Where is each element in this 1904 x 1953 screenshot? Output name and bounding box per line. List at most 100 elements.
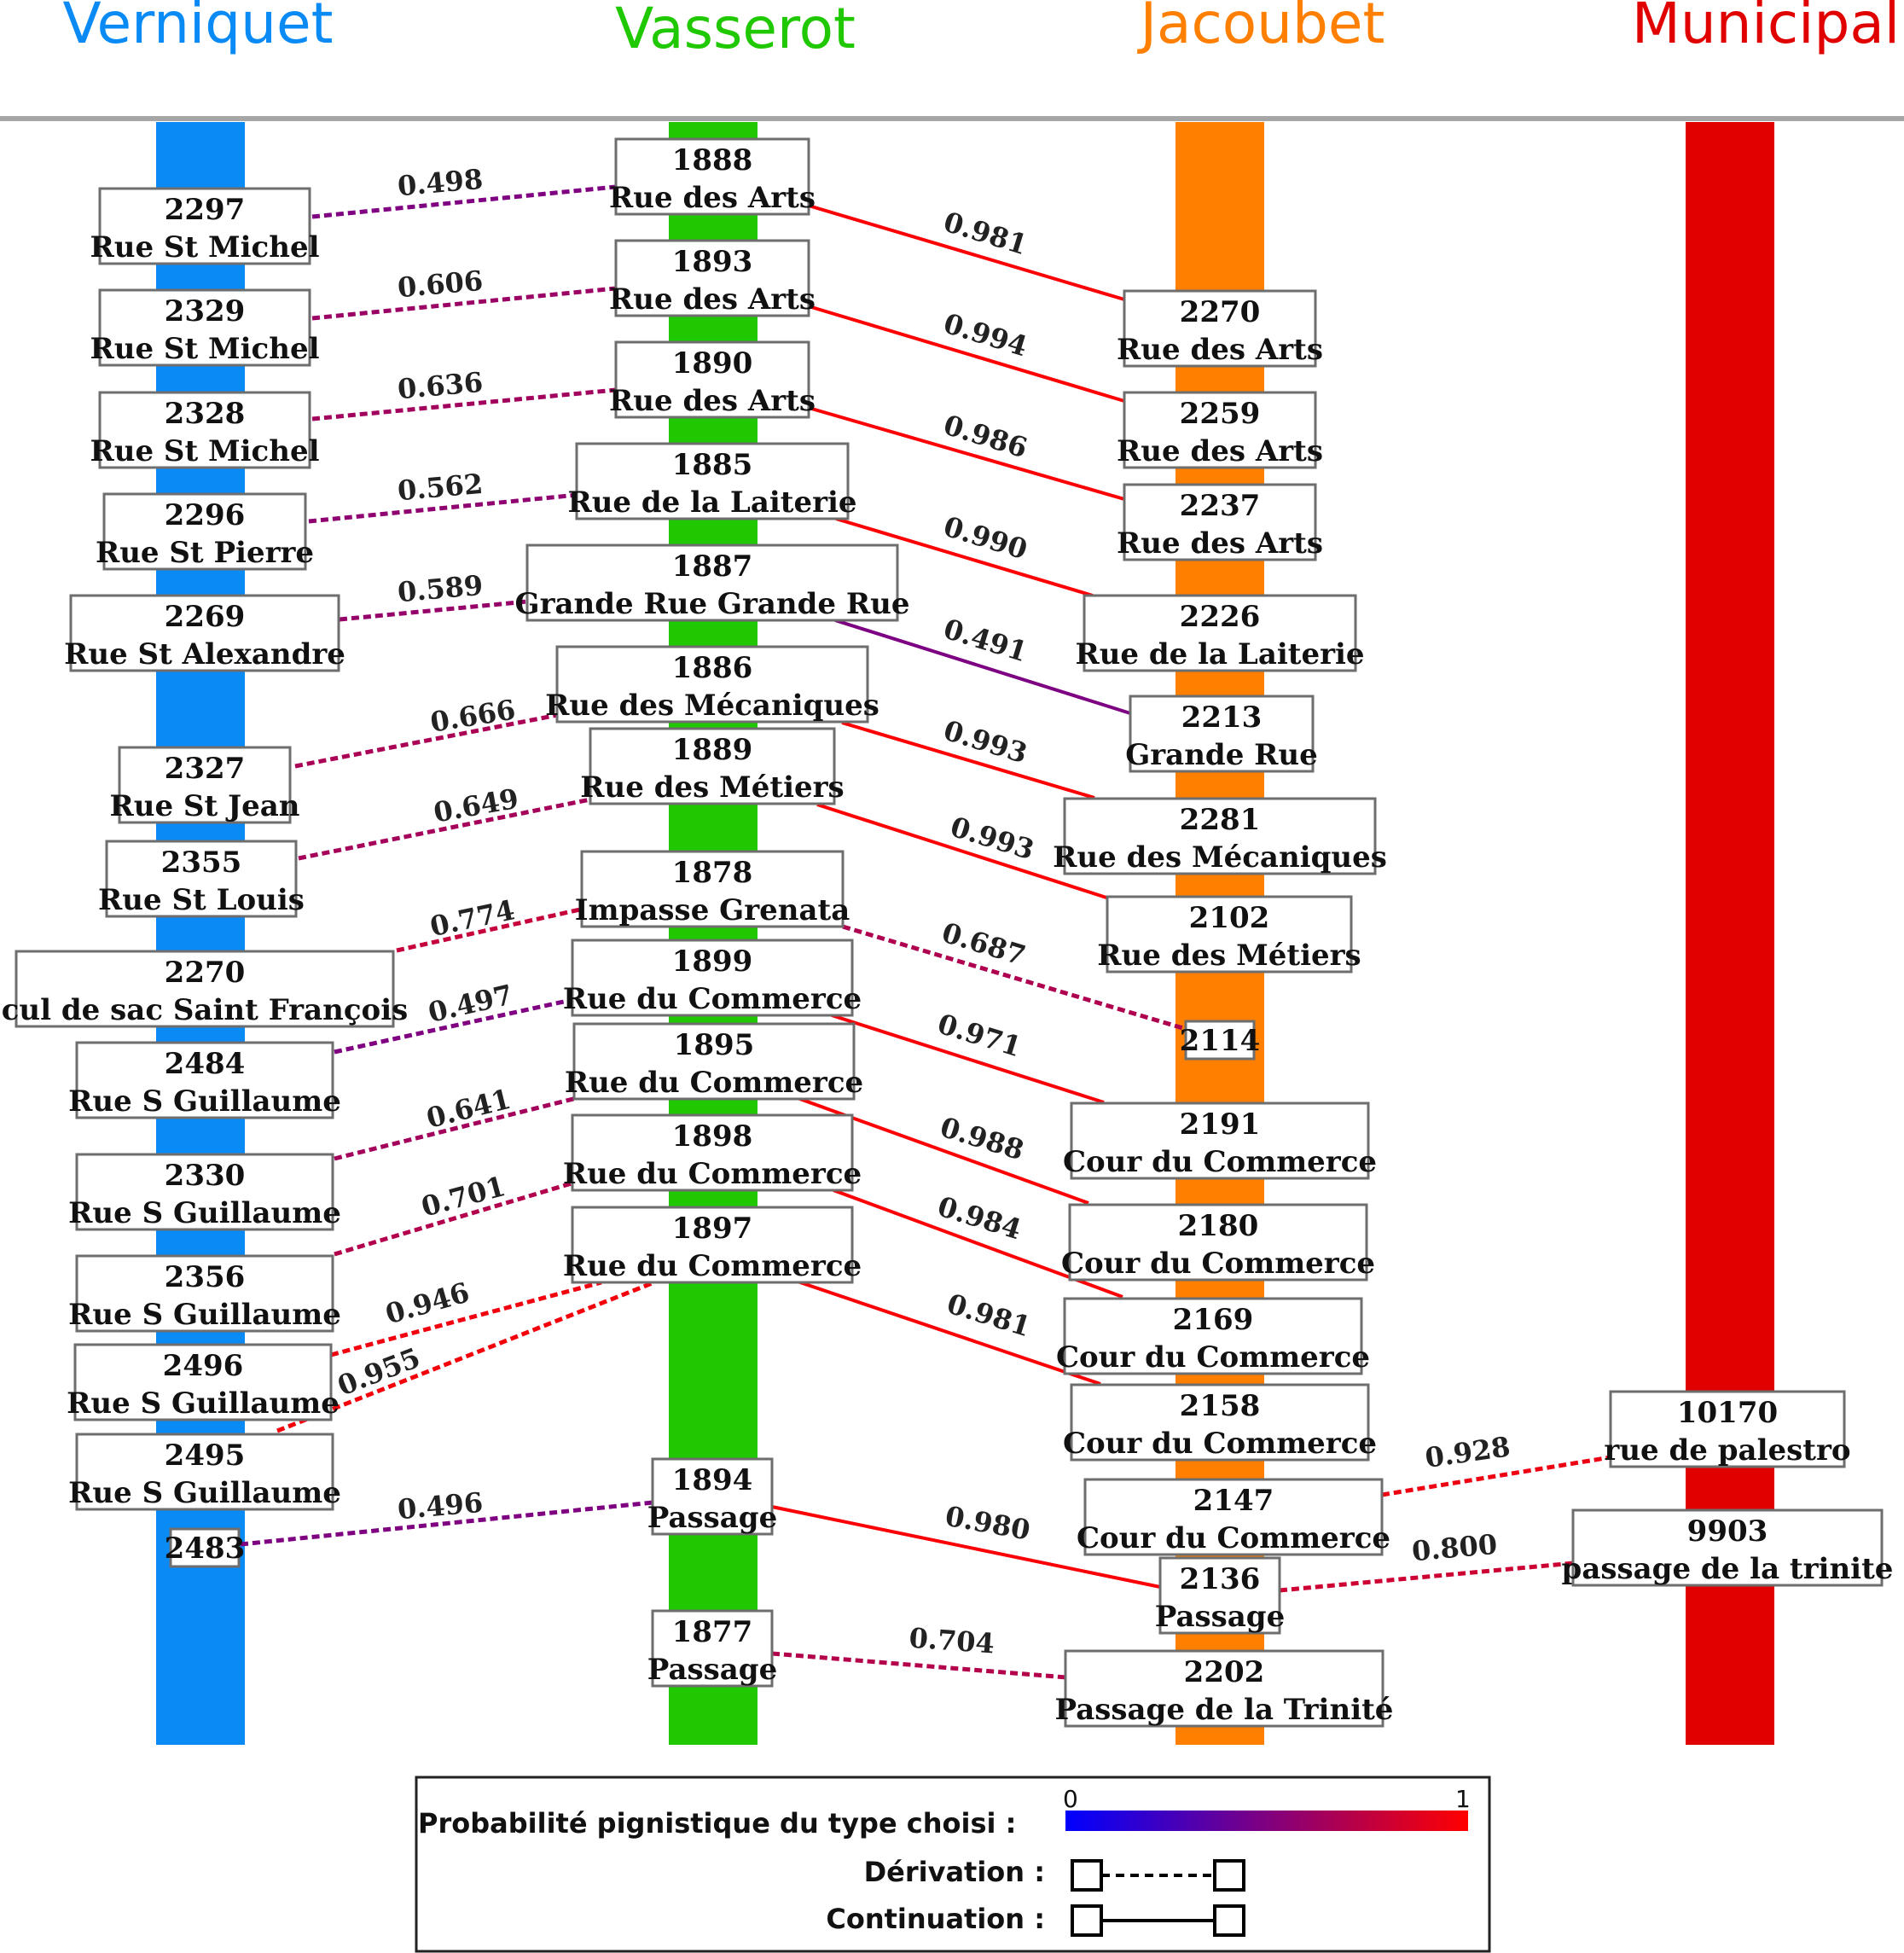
node-box: [75, 1254, 334, 1333]
edge-probability-label: 0.928: [1423, 1430, 1512, 1474]
node-box: [105, 840, 298, 918]
node-number: 2237: [1180, 489, 1261, 523]
node-street-name: Rue St Michel: [90, 230, 319, 264]
edge-continuation-s1888-j2270: [808, 204, 1125, 301]
node-street-name: Rue du Commerce: [563, 982, 862, 1016]
edge-derivation-v2269-s1887: [339, 599, 528, 622]
edge-derivation-v2328-s1890: [311, 387, 617, 421]
node-number: 2202: [1184, 1655, 1265, 1689]
node-jacoubet-2202: 2202 Passage de la Trinité: [1055, 1649, 1393, 1728]
node-number: 2169: [1173, 1303, 1254, 1337]
column-header-vasserot: Vasserot: [615, 0, 856, 61]
node-verniquet-2329: 2329 Rue St Michel: [90, 288, 320, 367]
node-street-name: Rue des Arts: [609, 384, 816, 418]
edge-derivation-v2270-s1878: [396, 907, 581, 953]
node-box: [1068, 1203, 1368, 1282]
edge-derivation-v2329-s1893: [311, 286, 617, 321]
edge-derivation-v2327-s1886: [294, 712, 559, 769]
node-number: 1877: [672, 1615, 753, 1649]
edge-derivation-v2356-s1898: [334, 1181, 572, 1257]
edge-probability-label: 0.704: [908, 1622, 996, 1660]
node-box: [1123, 391, 1317, 469]
node-street-name: Rue St Alexandre: [64, 637, 345, 671]
edge-probability-label: 0.636: [396, 366, 484, 406]
node-box: [1070, 1101, 1370, 1180]
node-box: [614, 239, 810, 317]
node-box: [1083, 1478, 1384, 1556]
node-jacoubet-2102: 2102 Rue des Métiers: [1097, 895, 1361, 974]
edge-derivation-s1877-j2202: [771, 1651, 1067, 1680]
node-number: 2180: [1178, 1209, 1259, 1243]
node-number: 2270: [165, 956, 246, 990]
node-number: 1893: [672, 245, 753, 279]
edge-continuation-s1899-j2191: [831, 1014, 1105, 1104]
node-number: 2191: [1180, 1107, 1261, 1142]
edge-derivation-v2495-s1897: [276, 1280, 655, 1433]
edge-probability-label: 0.981: [940, 206, 1031, 262]
legend: Probabilité pignistique du type choisi :…: [415, 1776, 1491, 1953]
node-box: [614, 137, 810, 216]
column-header-municipal: Municipal: [1632, 0, 1900, 56]
legend-color-scale: [1065, 1811, 1468, 1831]
edge-continuation-s1887-j2213: [834, 619, 1131, 715]
edge-continuation-s1886-j2281: [841, 721, 1095, 799]
node-number: 2356: [165, 1260, 246, 1294]
node-street-name: Rue S Guillaume: [68, 1196, 341, 1230]
edge-continuation-s1893-j2259: [808, 305, 1125, 403]
node-number: 2483: [165, 1532, 246, 1566]
node-number: 2114: [1180, 1024, 1261, 1058]
node-box: [571, 1113, 854, 1192]
node-jacoubet-2270: 2270 Rue des Arts: [1117, 289, 1323, 368]
node-street-name: Rue des Arts: [1117, 333, 1323, 367]
edge-probability-label: 0.990: [940, 510, 1031, 567]
node-number: 2328: [165, 397, 246, 431]
node-street-name: Rue des Mécaniques: [1053, 840, 1387, 875]
node-street-name: Grande Rue: [1125, 738, 1318, 772]
node-street-name: Rue des Métiers: [1097, 939, 1361, 973]
node-street-name: Grande Rue Grande Rue: [515, 587, 910, 621]
node-number: 2496: [163, 1349, 244, 1383]
node-box: [589, 727, 836, 805]
node-box: [98, 391, 311, 469]
node-street-name: Passage: [647, 1501, 777, 1535]
edge-probability-label: 0.971: [934, 1008, 1025, 1064]
node-box: [1083, 594, 1357, 672]
node-box: [75, 1041, 334, 1119]
edge-continuation-s1894-j2136: [771, 1505, 1161, 1589]
node-number: 2270: [1180, 295, 1261, 329]
legend-derivation-label: Dérivation :: [864, 1856, 1045, 1888]
node-number: 1894: [672, 1463, 753, 1497]
node-number: 2355: [161, 846, 242, 880]
node-box: [651, 1457, 774, 1536]
node-box: [571, 1206, 854, 1284]
node-street-name: Cour du Commerce: [1056, 1340, 1370, 1375]
node-vasserot-1877: 1877 Passage: [647, 1609, 777, 1688]
node-number: 10170: [1677, 1396, 1778, 1430]
edge-probability-label: 0.497: [425, 978, 515, 1029]
edge-derivation-v2297-s1888: [311, 184, 617, 219]
node-number: 1899: [672, 945, 753, 979]
node-street-name: Rue S Guillaume: [68, 1298, 341, 1332]
edge-probability-label: 0.984: [934, 1190, 1025, 1247]
edge-derivation-v2496-s1897: [330, 1280, 602, 1357]
node-number: 2296: [165, 498, 246, 532]
node-street-name: Rue S Guillaume: [67, 1386, 340, 1421]
node-vasserot-1888: 1888 Rue des Arts: [609, 137, 816, 216]
legend-continuation-symbol: [1071, 1904, 1245, 1937]
edge-derivation-j2147-m10170: [1381, 1455, 1611, 1497]
edge-probability-label: 0.993: [947, 811, 1038, 867]
edge-probability-label: 0.562: [396, 468, 484, 508]
node-number: 1885: [672, 448, 753, 482]
